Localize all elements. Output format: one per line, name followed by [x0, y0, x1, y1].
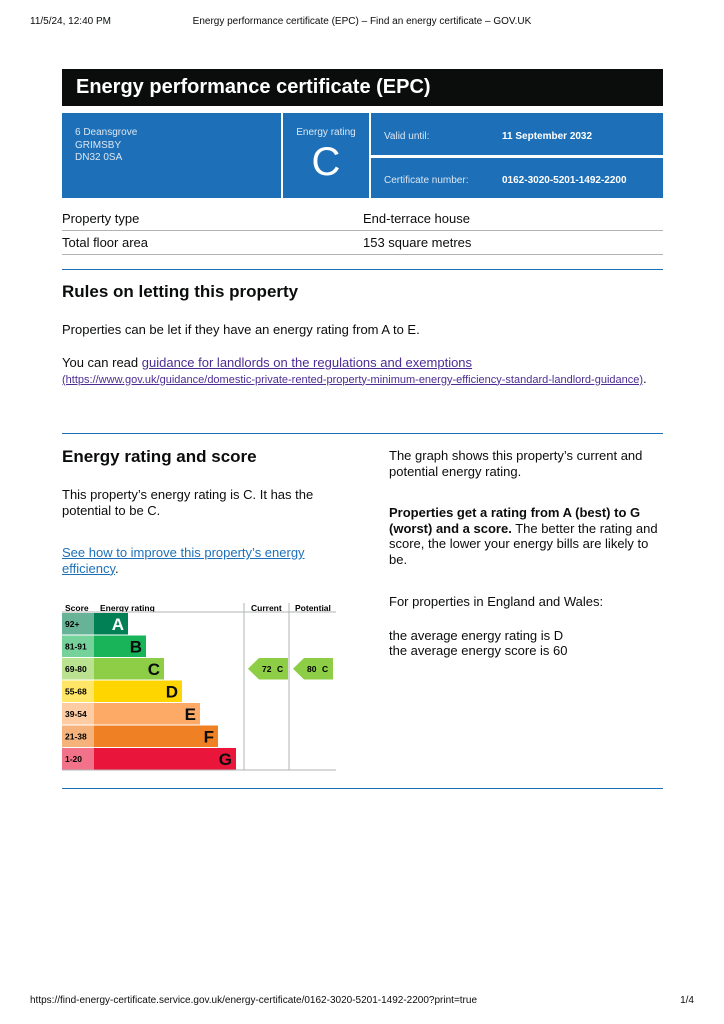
band-letter: G [219, 750, 232, 769]
rating-band [94, 703, 200, 725]
property-value: End-terrace house [363, 211, 470, 226]
certificate-number: 0162-3020-5201-1492-2200 [502, 175, 627, 186]
score-cell [62, 658, 94, 680]
page-number: 1/4 [680, 995, 694, 1006]
certificate-label: Certificate number: [384, 175, 469, 186]
rating-band [94, 658, 164, 680]
certificate-cell: Certificate number: 0162-3020-5201-1492-… [371, 158, 663, 198]
potential-letter: C [322, 664, 328, 674]
print-url: https://find-energy-certificate.service.… [30, 995, 478, 1006]
score-cell [62, 635, 94, 657]
rating-band [94, 613, 128, 635]
current-letter: C [277, 664, 283, 674]
score-range: 81-91 [65, 642, 87, 652]
row-divider [62, 254, 663, 255]
score-cell [62, 748, 94, 770]
row-divider [62, 230, 663, 231]
band-letter: D [166, 683, 178, 702]
rating-band [94, 748, 236, 770]
paragraph: The graph shows this property’s current … [389, 448, 643, 479]
score-range: 92+ [65, 619, 79, 629]
paragraph: Properties can be let if they have an en… [62, 322, 420, 337]
band-letter: F [204, 728, 214, 747]
text: . [115, 560, 119, 576]
valid-cell: Valid until: 11 September 2032 [371, 113, 663, 155]
address-line: 6 Deansgrove [75, 127, 138, 138]
valid-label: Valid until: [384, 131, 430, 142]
potential-arrow [293, 658, 333, 680]
current-arrow [248, 658, 288, 680]
average-score: the average energy score is 60 [389, 643, 568, 658]
bold-text: Properties get a rating from A (best) to… [389, 505, 641, 536]
graph-header: Energy rating [100, 603, 155, 613]
section-rule [62, 269, 663, 270]
score-range: 55-68 [65, 687, 87, 697]
score-range: 69-80 [65, 664, 87, 674]
score-cell [62, 703, 94, 725]
rating-label: Energy rating [296, 127, 356, 138]
current-score: 72 [262, 664, 272, 674]
property-label: Property type [62, 211, 140, 226]
guidance-paragraph: You can read guidance for landlords on t… [62, 355, 662, 388]
print-title: Energy performance certificate (EPC) – F… [192, 16, 532, 27]
address-line: GRIMSBY [75, 139, 122, 151]
text: . [643, 370, 647, 386]
property-value: 153 square metres [363, 235, 472, 250]
rating-band [94, 680, 182, 702]
section-rule [62, 433, 663, 434]
score-range: 21-38 [65, 732, 87, 742]
rating-cell: Energy rating C [283, 113, 369, 198]
rating-graph: Score Energy rating Current Potential 92+ A 81… [62, 603, 336, 771]
text: You can read [62, 355, 142, 370]
print-date: 11/5/24, 12:40 PM [30, 16, 111, 27]
paragraph: This property’s energy rating is C. It h… [62, 487, 314, 518]
title-bar: Energy performance certificate (EPC) [62, 69, 663, 106]
graph-header: Potential [295, 603, 331, 613]
graph-header: Score [65, 603, 89, 613]
rating-band [94, 635, 146, 657]
score-range: 39-54 [65, 709, 87, 719]
section-rule [62, 788, 663, 789]
improve-link[interactable]: See how to improve this property’s energ… [62, 545, 305, 576]
address: 6 Deansgrove GRIMSBY DN32 0SA [75, 127, 137, 165]
valid-until: 11 September 2032 [502, 131, 593, 142]
section-heading: Rules on letting this property [62, 282, 299, 301]
improve-paragraph: See how to improve this property’s energ… [62, 545, 332, 576]
score-cell [62, 725, 94, 747]
address-cell: 6 Deansgrove GRIMSBY DN32 0SA [62, 113, 281, 198]
band-letter: B [130, 638, 142, 657]
property-label: Total floor area [62, 235, 148, 250]
potential-score: 80 [307, 664, 317, 674]
score-range: 1-20 [65, 754, 82, 764]
rating: C [311, 140, 341, 184]
graph-header: Current [251, 603, 282, 613]
guidance-link[interactable]: guidance for landlords on the regulation… [141, 355, 473, 370]
section-heading: Energy rating and score [62, 447, 257, 466]
paragraph: For properties in England and Wales: [389, 594, 604, 609]
average-rating: the average energy rating is D [389, 628, 564, 643]
band-letter: A [112, 615, 124, 634]
text: The better the rating and score, the low… [389, 520, 658, 567]
title: Energy performance certificate (EPC) [76, 76, 431, 98]
rating-band [94, 725, 218, 747]
address-line: DN32 0SA [75, 152, 123, 163]
band-letter: E [185, 705, 196, 724]
guidance-url[interactable]: (https://www.gov.uk/guidance/domestic-pr… [62, 373, 644, 386]
score-cell [62, 680, 94, 702]
paragraph: Properties get a rating from A (best) to… [389, 505, 659, 567]
score-cell [62, 613, 94, 635]
band-letter: C [148, 660, 160, 679]
